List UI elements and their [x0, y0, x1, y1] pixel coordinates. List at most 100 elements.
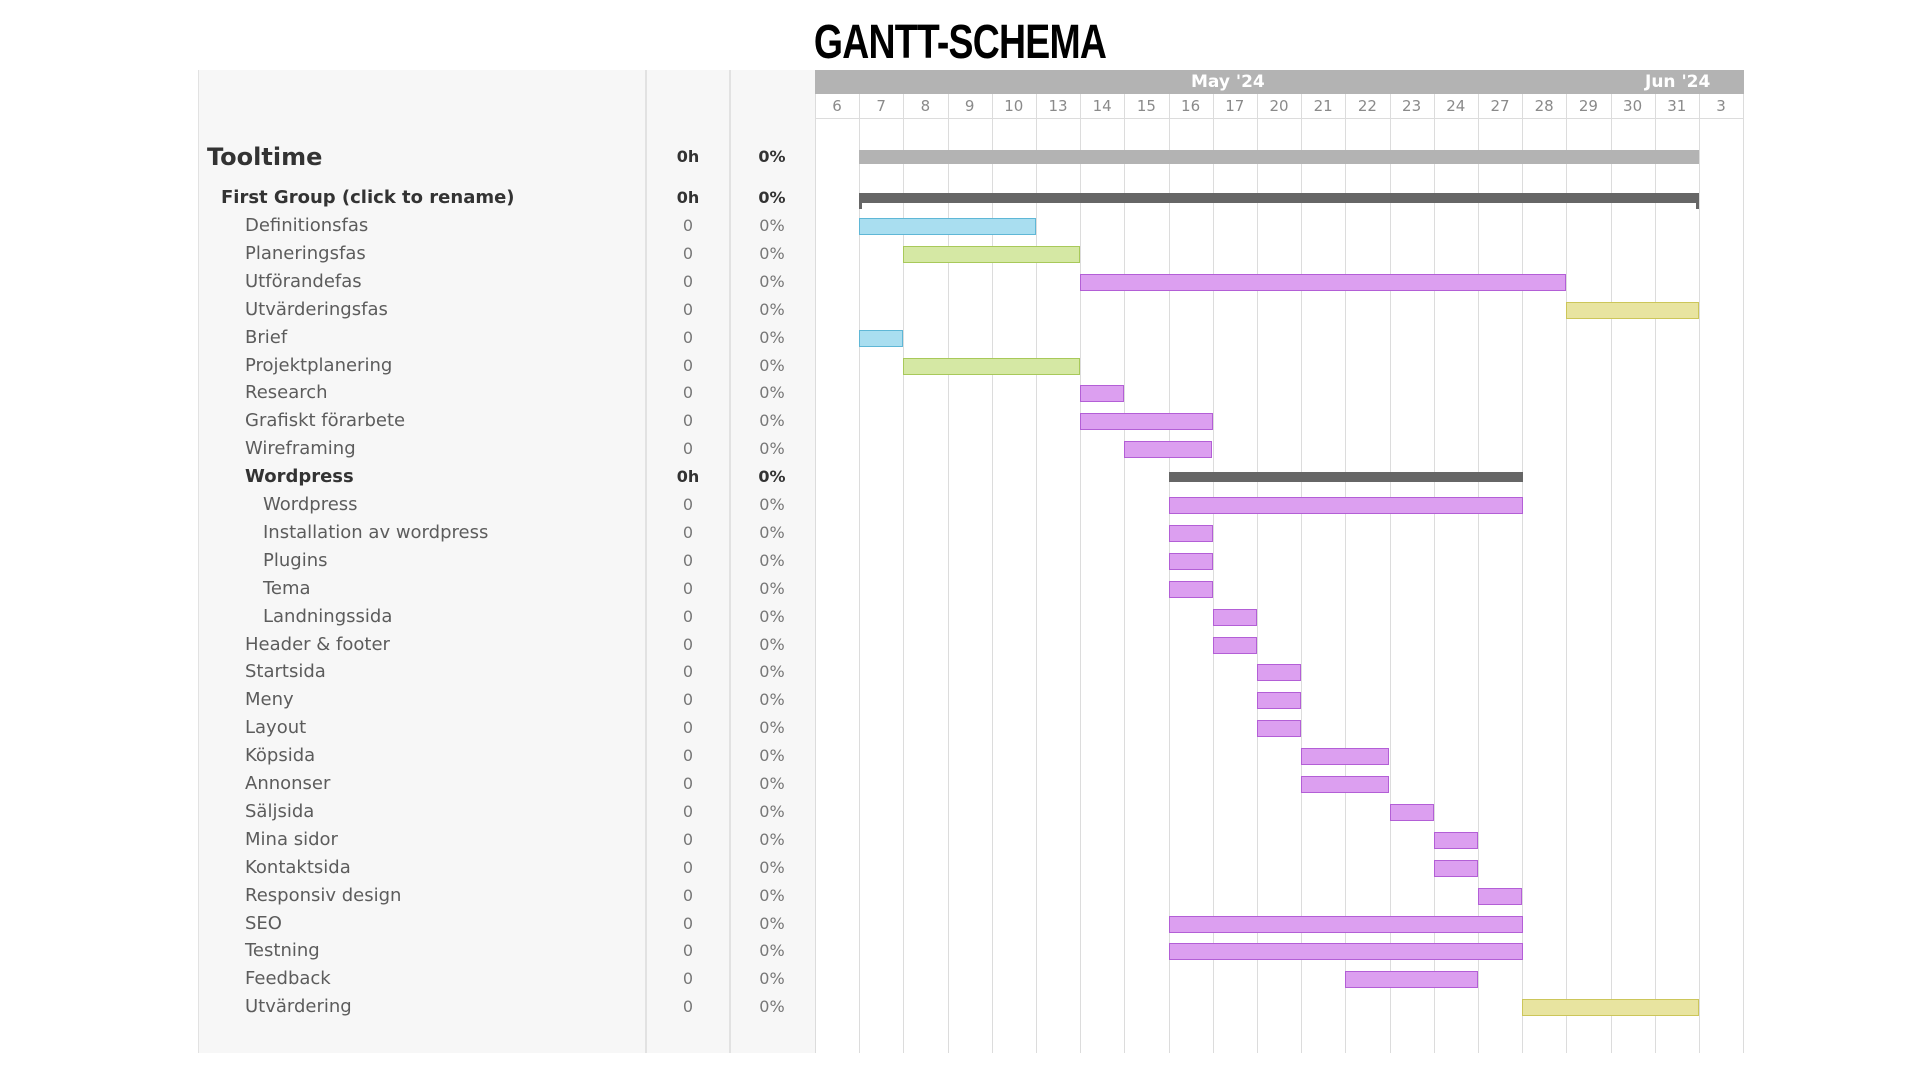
- group-bar-end-tick: [1696, 193, 1699, 209]
- task-name[interactable]: Köpsida: [245, 745, 316, 767]
- task-bar[interactable]: [1257, 664, 1301, 682]
- task-bar[interactable]: [859, 218, 1036, 235]
- task-name[interactable]: Meny: [245, 689, 294, 711]
- task-bar[interactable]: [903, 357, 1080, 375]
- grid-line: [948, 94, 949, 1053]
- task-name[interactable]: Kontaktsida: [245, 856, 351, 878]
- grid-line: [1169, 94, 1170, 1053]
- task-progress: 0%: [759, 550, 785, 570]
- project-bar[interactable]: [859, 150, 1699, 164]
- task-bar[interactable]: [859, 329, 903, 347]
- task-progress: 0%: [759, 997, 785, 1017]
- task-name[interactable]: Definitionsfas: [245, 215, 369, 236]
- task-progress: 0%: [759, 774, 785, 793]
- task-name[interactable]: Planeringsfas: [245, 242, 366, 264]
- task-bar[interactable]: [1390, 803, 1434, 821]
- task-progress: 0%: [759, 829, 785, 849]
- task-bar[interactable]: [1169, 915, 1523, 933]
- task-progress: 0%: [759, 746, 785, 766]
- day-label: 30: [1623, 97, 1643, 115]
- task-bar[interactable]: [1478, 887, 1522, 905]
- task-progress: 0%: [759, 690, 785, 710]
- day-label: 29: [1578, 97, 1598, 115]
- column-divider: [729, 70, 731, 1053]
- task-bar[interactable]: [1169, 943, 1523, 961]
- task-name[interactable]: Responsiv design: [245, 884, 402, 906]
- task-name[interactable]: Tema: [263, 577, 311, 599]
- day-label: 31: [1667, 97, 1687, 115]
- task-name[interactable]: Wireframing: [245, 438, 356, 460]
- task-hours: 0: [682, 355, 694, 375]
- task-name[interactable]: Utförandefas: [245, 270, 362, 292]
- day-label: 24: [1446, 97, 1466, 115]
- group-bar[interactable]: [859, 193, 1699, 209]
- grid-line: [1257, 94, 1258, 1053]
- task-hours: 0: [682, 829, 694, 849]
- task-name[interactable]: Research: [245, 382, 328, 404]
- task-name[interactable]: Installation av wordpress: [263, 521, 489, 543]
- task-bar[interactable]: [1124, 441, 1212, 459]
- task-name[interactable]: Plugins: [263, 549, 328, 571]
- task-name[interactable]: Annonser: [245, 773, 331, 794]
- task-name[interactable]: SEO: [245, 912, 282, 934]
- task-name[interactable]: Wordpress: [245, 466, 354, 488]
- task-name[interactable]: Grafiskt förarbete: [245, 410, 406, 432]
- task-name[interactable]: Utvärdering: [245, 996, 352, 1018]
- task-bar[interactable]: [1080, 273, 1566, 291]
- task-hours: 0: [682, 578, 694, 598]
- day-label: 28: [1534, 97, 1554, 115]
- task-bar[interactable]: [1213, 608, 1257, 626]
- day-label: 13: [1048, 97, 1068, 115]
- task-progress: 0%: [759, 662, 785, 682]
- task-bar[interactable]: [1169, 580, 1213, 598]
- day-label: 10: [1004, 97, 1024, 115]
- task-bar[interactable]: [1213, 636, 1257, 654]
- task-bar[interactable]: [1080, 385, 1124, 403]
- group-bar[interactable]: [1169, 472, 1523, 483]
- grid-line: [1566, 94, 1567, 1053]
- task-name[interactable]: Header & footer: [245, 633, 390, 655]
- grid-line: [1036, 94, 1037, 1053]
- task-bar[interactable]: [1301, 776, 1389, 793]
- task-hours: 0: [682, 662, 694, 682]
- task-name[interactable]: Layout: [245, 717, 307, 739]
- task-bar[interactable]: [1522, 999, 1699, 1017]
- task-hours: 0h: [676, 467, 700, 487]
- task-hours: 0h: [676, 188, 700, 207]
- task-hours: 0: [682, 606, 694, 626]
- day-label: 27: [1490, 97, 1510, 115]
- task-name[interactable]: First Group (click to rename): [221, 187, 515, 208]
- task-name[interactable]: Brief: [245, 326, 288, 348]
- task-progress: 0%: [759, 355, 785, 375]
- task-bar[interactable]: [1169, 524, 1213, 542]
- task-progress: 0%: [759, 216, 785, 235]
- task-name[interactable]: Landningssida: [263, 605, 393, 627]
- task-hours: 0: [682, 327, 694, 347]
- grid-line: [1611, 94, 1612, 1053]
- group-bar-end-tick: [859, 193, 862, 209]
- task-name[interactable]: Testning: [245, 940, 320, 962]
- task-bar[interactable]: [903, 245, 1080, 263]
- task-name[interactable]: Mina sidor: [245, 828, 338, 850]
- task-name[interactable]: Wordpress: [263, 494, 358, 515]
- task-name[interactable]: Utvärderingsfas: [245, 298, 388, 320]
- task-bar[interactable]: [1345, 971, 1478, 989]
- grid-line: [1124, 94, 1125, 1053]
- task-name[interactable]: Feedback: [245, 968, 331, 990]
- day-label: 23: [1402, 97, 1422, 115]
- task-bar[interactable]: [1080, 413, 1213, 431]
- task-bar[interactable]: [1169, 552, 1213, 570]
- task-bar[interactable]: [1169, 497, 1523, 514]
- task-bar[interactable]: [1434, 831, 1478, 849]
- task-bar[interactable]: [1301, 748, 1389, 766]
- grid-line: [1522, 94, 1523, 1053]
- task-name[interactable]: Startsida: [245, 661, 326, 683]
- task-name[interactable]: Tooltime: [207, 143, 323, 171]
- task-hours: 0: [682, 997, 694, 1017]
- task-name[interactable]: Säljsida: [245, 800, 315, 822]
- task-bar[interactable]: [1257, 692, 1301, 710]
- task-bar[interactable]: [1566, 301, 1699, 319]
- task-name[interactable]: Projektplanering: [245, 354, 393, 376]
- task-bar[interactable]: [1257, 720, 1301, 738]
- task-bar[interactable]: [1434, 859, 1478, 877]
